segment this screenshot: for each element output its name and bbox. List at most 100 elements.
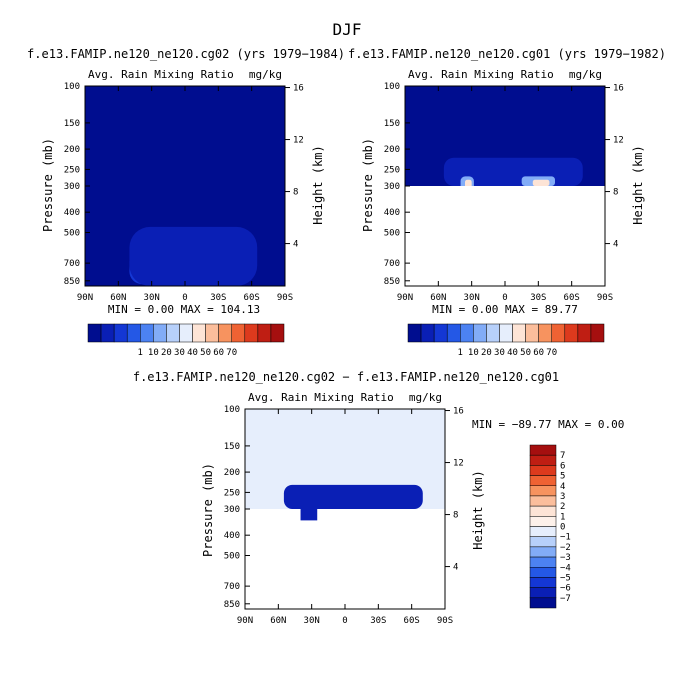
- y-tick-label: 300: [224, 505, 240, 515]
- right-string: mg/kg: [409, 391, 442, 404]
- legend-label: −4: [560, 563, 571, 573]
- legend-swatch: [512, 323, 526, 343]
- y2-axis-label: Height (km): [471, 470, 485, 549]
- legend-swatch: [140, 323, 154, 343]
- legend-swatch: [420, 323, 435, 343]
- legend-swatch: [192, 323, 206, 343]
- legend-swatch: [529, 587, 557, 599]
- legend-label: 20: [161, 348, 172, 358]
- legend-swatch: [153, 323, 167, 343]
- panel-cg01: f.e13.FAMIP.ne120_ne120.cg01 (yrs 1979−1…: [348, 47, 666, 358]
- y-axis-label: Pressure (mb): [201, 463, 215, 557]
- legend-swatch: [538, 323, 552, 343]
- x-tick-label: 60S: [404, 616, 420, 626]
- panel-difference: f.e13.FAMIP.ne120_ne120.cg02 − f.e13.FAM…: [133, 370, 624, 626]
- legend-swatch: [529, 495, 557, 507]
- legend-swatch: [529, 444, 557, 456]
- legend-label: 5: [560, 472, 565, 482]
- y-tick-label: 150: [224, 442, 240, 452]
- y-tick-label: 150: [384, 119, 400, 129]
- x-tick-label: 30N: [304, 616, 320, 626]
- y2-tick-label: 4: [453, 563, 458, 573]
- y2-axis-label: Height (km): [631, 145, 645, 224]
- legend-swatch: [551, 323, 566, 343]
- legend-swatch: [529, 505, 557, 517]
- legend-label: 6: [560, 461, 565, 471]
- legend-label: −3: [560, 553, 571, 563]
- legend-swatch: [126, 323, 141, 343]
- legend-swatch: [564, 323, 579, 343]
- y-tick-label: 400: [384, 208, 400, 218]
- legend-swatch: [529, 597, 557, 609]
- legend-swatch: [460, 323, 474, 343]
- legend-swatch: [407, 323, 422, 343]
- y-tick-label: 400: [64, 208, 80, 218]
- y-tick-label: 500: [384, 228, 400, 238]
- plot-area: 90N 60N 30N 0 30S 60S 90S 100 150 200 250 300 400 500…: [384, 82, 624, 303]
- plot-area: 90N 60N 30N 0 30S 60S 90S 100 150 200 250 300 400 500…: [64, 82, 304, 303]
- y-tick-label: 700: [224, 582, 240, 592]
- legend-label: 1: [560, 512, 565, 522]
- legend-swatch: [473, 323, 487, 343]
- legend-label: 0: [560, 523, 565, 533]
- y-tick-label: 150: [64, 119, 80, 129]
- legend-swatch: [529, 485, 557, 497]
- legend-swatch: [113, 323, 128, 343]
- x-tick-label: 60N: [110, 293, 126, 303]
- legend-swatch: [205, 323, 219, 343]
- y2-tick-label: 12: [613, 136, 624, 146]
- field-cell: [283, 484, 423, 509]
- color-legend: 1 10 20 30 40 50 60 70: [407, 323, 605, 358]
- y-tick-label: 200: [384, 145, 400, 155]
- field-cell: [300, 509, 318, 521]
- legend-label: 2: [560, 502, 565, 512]
- legend-label: −6: [560, 584, 571, 594]
- y-tick-label: 850: [64, 277, 80, 287]
- x-tick-label: 90S: [437, 616, 453, 626]
- legend-label: 4: [560, 482, 565, 492]
- right-string: mg/kg: [569, 68, 602, 81]
- legend-swatch: [529, 536, 557, 548]
- stats-text: MIN = −89.77 MAX = 0.00: [472, 418, 624, 431]
- legend-swatch: [179, 323, 193, 343]
- legend-swatch: [499, 323, 513, 343]
- y-tick-label: 100: [384, 82, 400, 92]
- panel-cg02: f.e13.FAMIP.ne120_ne120.cg02 (yrs 1979−1…: [27, 47, 345, 358]
- y2-tick-label: 4: [613, 240, 618, 250]
- legend-swatch: [529, 465, 557, 476]
- x-tick-label: 0: [182, 293, 187, 303]
- missing-data-mask: [245, 509, 445, 609]
- legend-label: 7: [560, 451, 565, 461]
- legend-swatch: [446, 323, 461, 343]
- legend-label: 30: [174, 348, 185, 358]
- legend-label: 70: [546, 348, 557, 358]
- x-tick-label: 90N: [77, 293, 93, 303]
- legend-swatch: [529, 516, 557, 527]
- x-tick-label: 30S: [210, 293, 226, 303]
- y2-tick-label: 16: [453, 407, 464, 417]
- legend-label: 40: [507, 348, 518, 358]
- y-axis-label: Pressure (mb): [41, 138, 55, 232]
- panel-title: f.e13.FAMIP.ne120_ne120.cg01 (yrs 1979−1…: [348, 47, 666, 61]
- legend-label: −7: [560, 594, 571, 604]
- legend-swatch: [231, 323, 246, 343]
- legend-swatch: [100, 323, 115, 343]
- x-tick-label: 30S: [370, 616, 386, 626]
- stats-text: MIN = 0.00 MAX = 89.77: [432, 303, 578, 316]
- legend-swatch: [257, 323, 272, 343]
- legend-label: 60: [533, 348, 544, 358]
- legend-label: 70: [226, 348, 237, 358]
- legend-swatch: [525, 323, 539, 343]
- color-legend: 1 10 20 30 40 50 60 70: [87, 323, 285, 358]
- x-tick-label: 60N: [270, 616, 286, 626]
- x-tick-label: 0: [502, 293, 507, 303]
- y2-tick-label: 12: [293, 136, 304, 146]
- figure-title: DJF: [333, 20, 362, 39]
- legend-swatch: [577, 323, 592, 343]
- left-string: Avg. Rain Mixing Ratio: [88, 68, 234, 81]
- y-tick-label: 500: [64, 228, 80, 238]
- legend-label: 1: [138, 348, 143, 358]
- legend-swatch: [166, 323, 180, 343]
- y-tick-label: 250: [384, 165, 400, 175]
